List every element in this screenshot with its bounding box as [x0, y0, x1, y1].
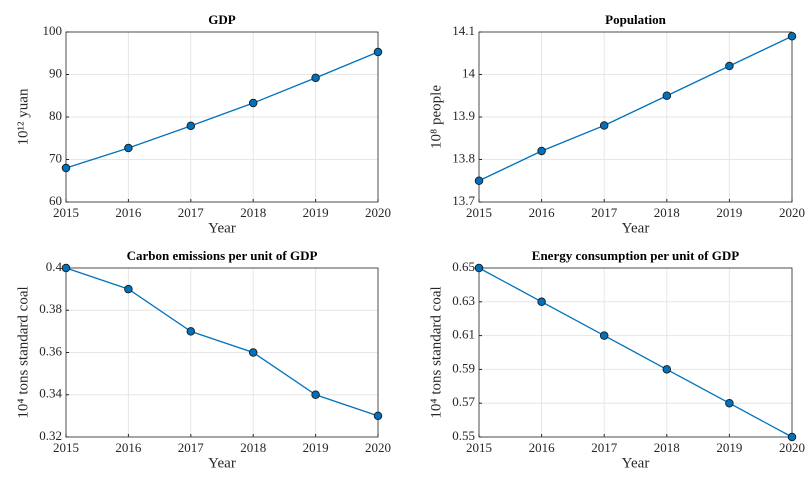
plot-frame — [65, 31, 379, 203]
y-tick-label: 0.32 — [39, 428, 62, 443]
x-tick-label: 2019 — [716, 440, 742, 455]
data-point — [599, 121, 609, 130]
x-tick-label: 2018 — [654, 205, 680, 220]
x-tick-label: 2020 — [779, 205, 805, 220]
y-tick-label: 80 — [49, 108, 62, 123]
data-point — [61, 263, 71, 273]
y-tick-label: 60 — [49, 193, 62, 208]
x-tick-label: 2020 — [365, 440, 391, 455]
data-point — [373, 411, 383, 421]
data-point — [787, 32, 797, 41]
data-point — [537, 297, 546, 307]
x-tick-label: 2020 — [365, 205, 391, 220]
y-tick-label: 0.57 — [452, 394, 475, 409]
x-tick-label: 2017 — [591, 205, 618, 220]
x-tick-label: 2015 — [466, 205, 492, 220]
y-tick-label: 0.55 — [452, 428, 475, 443]
plot-frame — [478, 267, 793, 438]
plot-frame — [478, 31, 793, 203]
data-point — [311, 390, 320, 400]
x-tick-label: 2019 — [303, 440, 329, 455]
data-point — [124, 284, 133, 294]
x-tick-label: 2015 — [53, 205, 79, 220]
data-point — [599, 331, 609, 340]
chart-title: GDP — [208, 12, 236, 27]
data-point — [186, 327, 196, 336]
x-tick-label: 2015 — [466, 440, 492, 455]
data-point — [248, 348, 258, 357]
x-tick-label: 2017 — [178, 205, 205, 220]
chart-title: Population — [605, 12, 666, 27]
y-tick-label: 100 — [43, 23, 63, 38]
y-axis-label: 10¹² yuan — [15, 88, 31, 145]
y-tick-label: 70 — [49, 150, 62, 165]
chart-title: Energy consumption per unit of GDP — [532, 248, 739, 263]
x-tick-label: 2018 — [240, 205, 266, 220]
plot-frame — [65, 267, 379, 438]
data-line — [65, 267, 379, 417]
y-tick-label: 0.63 — [452, 293, 475, 308]
y-tick-label: 0.61 — [452, 327, 475, 342]
y-tick-label: 14 — [462, 65, 476, 80]
data-point — [474, 263, 484, 273]
data-line — [478, 267, 793, 438]
data-point — [537, 146, 546, 156]
data-point — [662, 365, 672, 374]
x-tick-label: 2019 — [716, 205, 742, 220]
data-line — [65, 51, 379, 169]
data-line — [478, 35, 793, 182]
data-point — [248, 98, 258, 108]
x-tick-label: 2016 — [115, 440, 142, 455]
data-point — [662, 91, 672, 100]
y-tick-label: 14.1 — [452, 23, 475, 38]
x-tick-label: 2018 — [654, 440, 680, 455]
y-tick-label: 13.9 — [452, 108, 475, 123]
y-tick-label: 0.34 — [39, 386, 62, 401]
data-point — [787, 432, 797, 442]
x-axis-label: Year — [622, 220, 650, 236]
y-tick-label: 0.38 — [39, 301, 62, 316]
x-axis-label: Year — [622, 455, 650, 471]
x-tick-label: 2016 — [529, 205, 556, 220]
data-point — [124, 143, 133, 153]
data-point — [373, 47, 383, 57]
data-point — [725, 398, 734, 408]
x-tick-label: 2017 — [178, 440, 205, 455]
data-point — [474, 176, 484, 185]
x-tick-label: 2015 — [53, 440, 79, 455]
x-axis-label: Year — [208, 220, 236, 236]
x-tick-label: 2018 — [240, 440, 266, 455]
chart-title: Carbon emissions per unit of GDP — [127, 248, 318, 263]
y-axis-label: 10⁴ tons standard coal — [15, 286, 31, 418]
x-tick-label: 2016 — [529, 440, 556, 455]
data-point — [61, 163, 71, 173]
x-tick-label: 2017 — [591, 440, 618, 455]
x-axis-label: Year — [208, 455, 236, 471]
y-tick-label: 0.4 — [46, 259, 63, 274]
y-axis-label: 10⁸ people — [428, 85, 444, 149]
x-tick-label: 2016 — [115, 205, 142, 220]
y-tick-label: 0.65 — [452, 259, 475, 274]
y-tick-label: 13.8 — [452, 150, 475, 165]
y-axis-label: 10⁴ tons standard coal — [428, 286, 444, 418]
x-tick-label: 2019 — [303, 205, 329, 220]
x-tick-label: 2020 — [779, 440, 805, 455]
data-point — [725, 61, 734, 71]
data-point — [186, 121, 196, 131]
y-tick-label: 13.7 — [452, 193, 475, 208]
y-tick-label: 0.36 — [39, 343, 62, 358]
data-point — [311, 73, 320, 83]
y-tick-label: 90 — [49, 65, 62, 80]
y-tick-label: 0.59 — [452, 360, 475, 375]
